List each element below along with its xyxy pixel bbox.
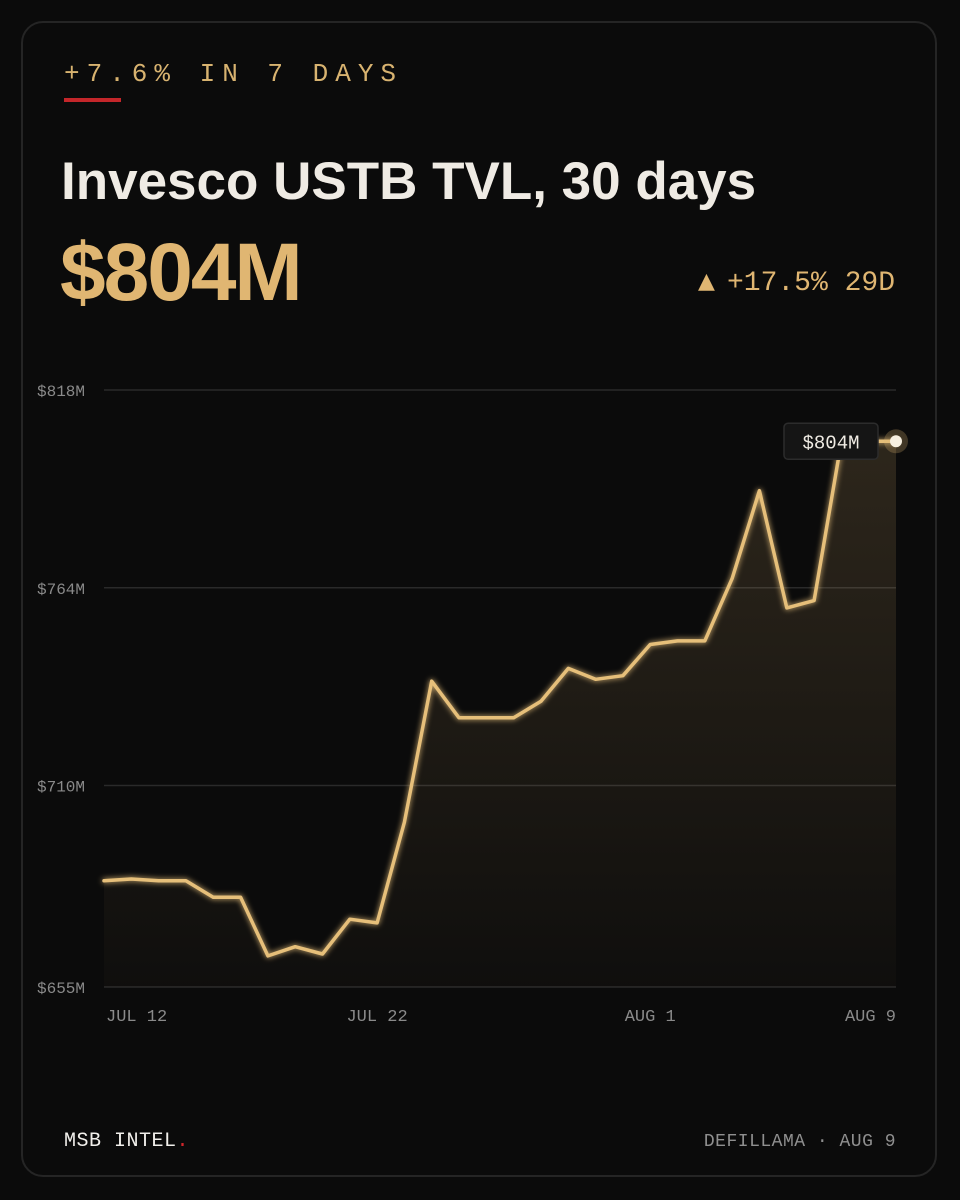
period-change: ▲ +17.5% 29D: [698, 266, 895, 302]
source-label: DEFILLAMA · AUG 9: [703, 1132, 896, 1152]
x-tick-label: JUL 12: [106, 1008, 167, 1027]
current-tvl-value: $804M: [60, 227, 303, 318]
x-tick-label: JUL 22: [346, 1008, 407, 1027]
end-label-text: $804M: [802, 432, 859, 454]
y-tick-label: $710M: [37, 779, 85, 797]
tvl-area-chart: $655M $710M $764M $818M JUL 12 JUL 22 AUG 1 AU…: [37, 383, 908, 1027]
brand-dot: .: [176, 1130, 190, 1153]
series-area-fill: [104, 441, 896, 987]
chart-title: Invesco USTB TVL, 30 days: [61, 152, 757, 211]
x-tick-label: AUG 9: [845, 1008, 896, 1027]
change-kicker: +7.6% IN 7 DAYS: [64, 59, 404, 89]
y-tick-label: $818M: [37, 383, 85, 401]
y-tick-label: $655M: [37, 980, 85, 998]
end-label-box: [783, 422, 879, 461]
x-axis: JUL 12 JUL 22 AUG 1 AUG 9: [106, 1008, 896, 1027]
brand-name: MSB INTEL: [64, 1130, 177, 1153]
end-value-tooltip: $804M: [783, 422, 908, 461]
x-tick-label: AUG 1: [625, 1008, 676, 1027]
up-arrow-icon: ▲: [698, 269, 715, 294]
series-line: [102, 439, 898, 958]
y-tick-label: $764M: [37, 581, 85, 599]
end-point-marker: [890, 435, 902, 448]
kicker-accent-rule: [64, 98, 121, 102]
y-axis: $655M $710M $764M $818M: [37, 383, 85, 998]
period-change-text: +17.5% 29D: [726, 268, 895, 299]
brand-label: MSB INTEL.: [64, 1130, 189, 1154]
